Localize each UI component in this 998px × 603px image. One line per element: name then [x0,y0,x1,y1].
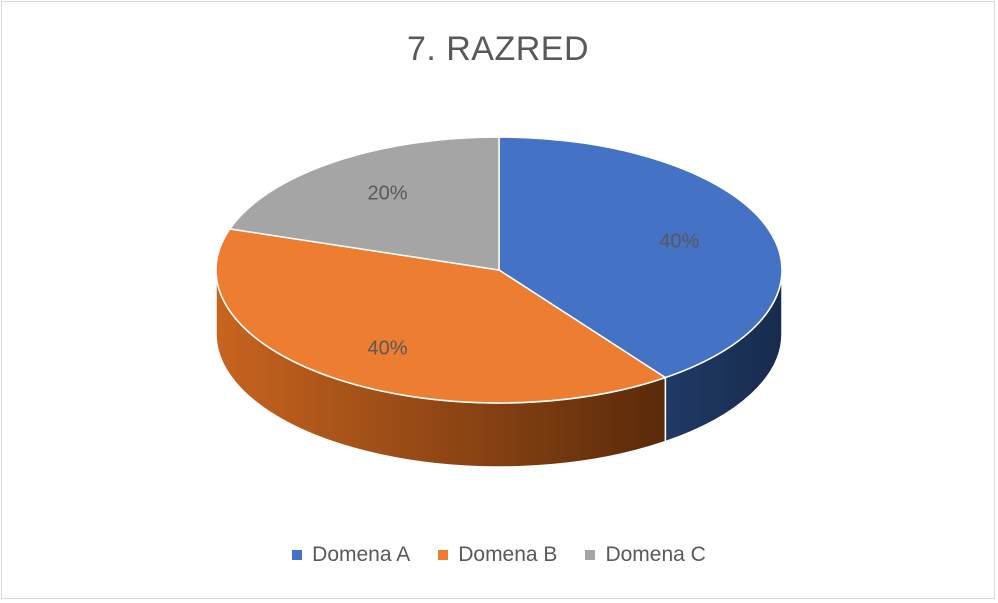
legend-swatch-domena-a [292,550,303,560]
legend-swatch-domena-b [438,550,449,560]
data-label-domena-a: 40% [659,230,699,252]
legend-item-domena-a: Domena A [292,543,410,567]
legend-label-domena-b: Domena B [458,543,558,566]
legend-item-domena-c: Domena C [585,543,706,567]
pie-slice-domena-a [498,136,783,379]
legend: Domena A Domena B Domena C [0,543,998,567]
pie-slices [215,136,783,404]
legend-label-domena-a: Domena A [312,543,411,566]
legend-label-domena-c: Domena C [605,543,706,566]
chart-title: 7. RAZRED [406,30,590,68]
legend-item-domena-b: Domena B [438,543,557,567]
legend-swatch-domena-c [585,550,596,560]
pie-labels: 40% 40% 20% [368,183,700,360]
pie-slice-domena-b [215,228,668,404]
data-label-domena-b: 40% [368,337,408,359]
data-label-domena-c: 20% [368,183,408,205]
pie-slice-domena-c [228,136,500,271]
